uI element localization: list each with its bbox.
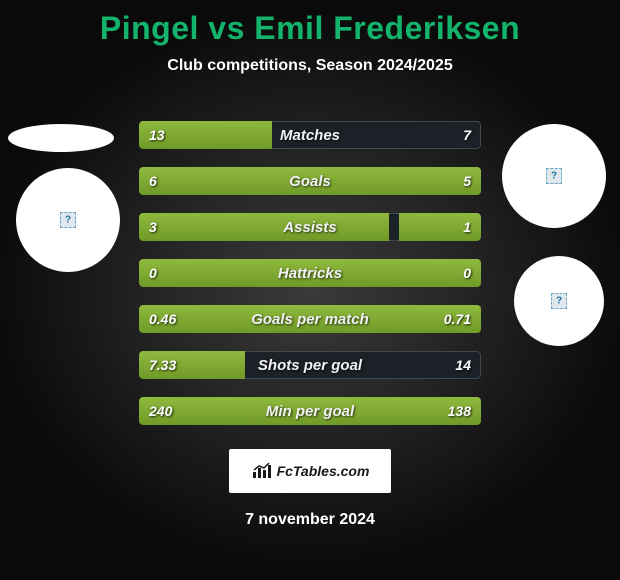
player-left-photo-ellipse: [8, 124, 114, 152]
source-badge: FcTables.com: [229, 449, 391, 493]
stat-row: 7.3314Shots per goal: [139, 351, 481, 379]
stat-row: 65Goals: [139, 167, 481, 195]
stats-comparison: 137Matches 65Goals 31Assists 00Hattricks 0.4…: [139, 121, 481, 425]
stat-row: 31Assists: [139, 213, 481, 241]
stat-row: 240138Min per goal: [139, 397, 481, 425]
stat-row: 0.460.71Goals per match: [139, 305, 481, 333]
player-right-photo: [502, 124, 606, 228]
stat-label: Goals: [139, 167, 481, 195]
image-placeholder-icon: [60, 212, 76, 228]
stat-label: Shots per goal: [139, 351, 481, 379]
stat-label: Assists: [139, 213, 481, 241]
player-left-club-badge: [16, 168, 120, 272]
image-placeholder-icon: [546, 168, 562, 184]
player-right-club-badge: [514, 256, 604, 346]
page-title: Pingel vs Emil Frederiksen: [100, 10, 520, 47]
image-placeholder-icon: [551, 293, 567, 309]
page-subtitle: Club competitions, Season 2024/2025: [167, 57, 452, 75]
stat-label: Min per goal: [139, 397, 481, 425]
content-wrapper: Pingel vs Emil Frederiksen Club competit…: [0, 0, 620, 580]
stat-label: Hattricks: [139, 259, 481, 287]
chart-icon: [251, 462, 273, 480]
stat-row: 137Matches: [139, 121, 481, 149]
date-label: 7 november 2024: [245, 511, 375, 529]
source-badge-text: FcTables.com: [277, 463, 370, 479]
stat-label: Matches: [139, 121, 481, 149]
stat-row: 00Hattricks: [139, 259, 481, 287]
stat-label: Goals per match: [139, 305, 481, 333]
